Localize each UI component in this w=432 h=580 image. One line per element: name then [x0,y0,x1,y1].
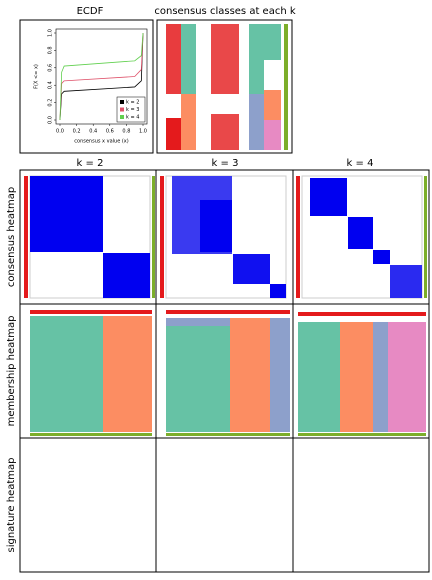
x-tick-label: 0.2 [73,129,81,135]
block [166,318,230,326]
y-tick-label: 0.6 [48,64,54,72]
y-axis-label: F(X <= x) [34,64,40,89]
y-tick-label: 0.0 [48,116,54,124]
cell [211,24,239,150]
class-bar [298,312,426,316]
classes-title: consensus classes at each k [154,6,295,17]
ecdf-panel [19,19,154,154]
cell [239,24,249,94]
row-title: signature heatmap [6,457,17,552]
block [166,318,230,432]
block [310,178,347,216]
x-tick-label: 0.0 [56,129,64,135]
cell [264,60,281,90]
ecdf-title: ECDF [77,6,104,17]
legend-swatch [120,107,124,112]
legend-label: k = 4 [126,115,139,121]
cell [166,24,181,94]
cell [264,90,281,120]
cell [249,24,264,94]
consensus-heatmaps [24,175,427,299]
cell [196,24,211,150]
block [348,217,373,249]
cell [284,24,288,150]
x-tick-label: 0.4 [89,129,97,135]
x-tick-label: 1.0 [139,129,147,135]
block [230,318,270,432]
block [298,322,340,432]
cell [181,24,196,94]
panel [292,169,430,573]
block [30,176,103,252]
cell [264,24,281,60]
x-tick-label: 0.6 [106,129,114,135]
panel-grid [19,169,430,573]
block [103,253,150,298]
plot-area [55,28,148,125]
class-bar [24,176,28,298]
row-title: membership heatmap [6,316,17,427]
block [390,265,422,298]
cell [181,94,196,150]
block [340,322,373,432]
class-bar [166,433,290,436]
class-bar [166,310,290,314]
cell [211,94,239,114]
column-title: k = 4 [347,158,374,169]
membership-heatmaps [30,310,426,436]
cell [249,94,264,150]
class-bar [160,176,164,298]
class-bar [424,176,427,298]
legend-swatch [120,100,124,104]
row-title: consensus heatmap [6,187,17,287]
block [373,322,388,432]
ecdf-line [59,32,144,121]
class-bar [298,433,426,436]
x-axis-label: consensus x value (x) [74,139,129,145]
y-tick-label: 1.0 [48,29,54,37]
legend-label: k = 3 [126,107,139,113]
block [373,250,390,264]
block [200,200,232,252]
legend-swatch [120,115,124,119]
class-bar [152,176,155,298]
y-tick-label: 0.2 [48,99,54,107]
y-tick-label: 0.4 [48,81,54,89]
y-tick-label: 0.8 [48,46,54,54]
column-title: k = 3 [212,158,239,169]
legend-label: k = 2 [126,100,139,106]
classes-panel [156,19,293,154]
classes-heatmap [166,24,288,150]
class-bar [30,433,152,436]
column-title: k = 2 [77,158,104,169]
block [388,322,426,432]
cell [264,120,281,150]
block [103,316,152,432]
x-tick-label: 0.8 [122,129,130,135]
class-bar [30,310,152,314]
cell [166,118,181,150]
block [270,318,290,432]
block [30,316,103,432]
block [270,284,286,298]
class-bar [296,176,300,298]
block [233,254,270,284]
